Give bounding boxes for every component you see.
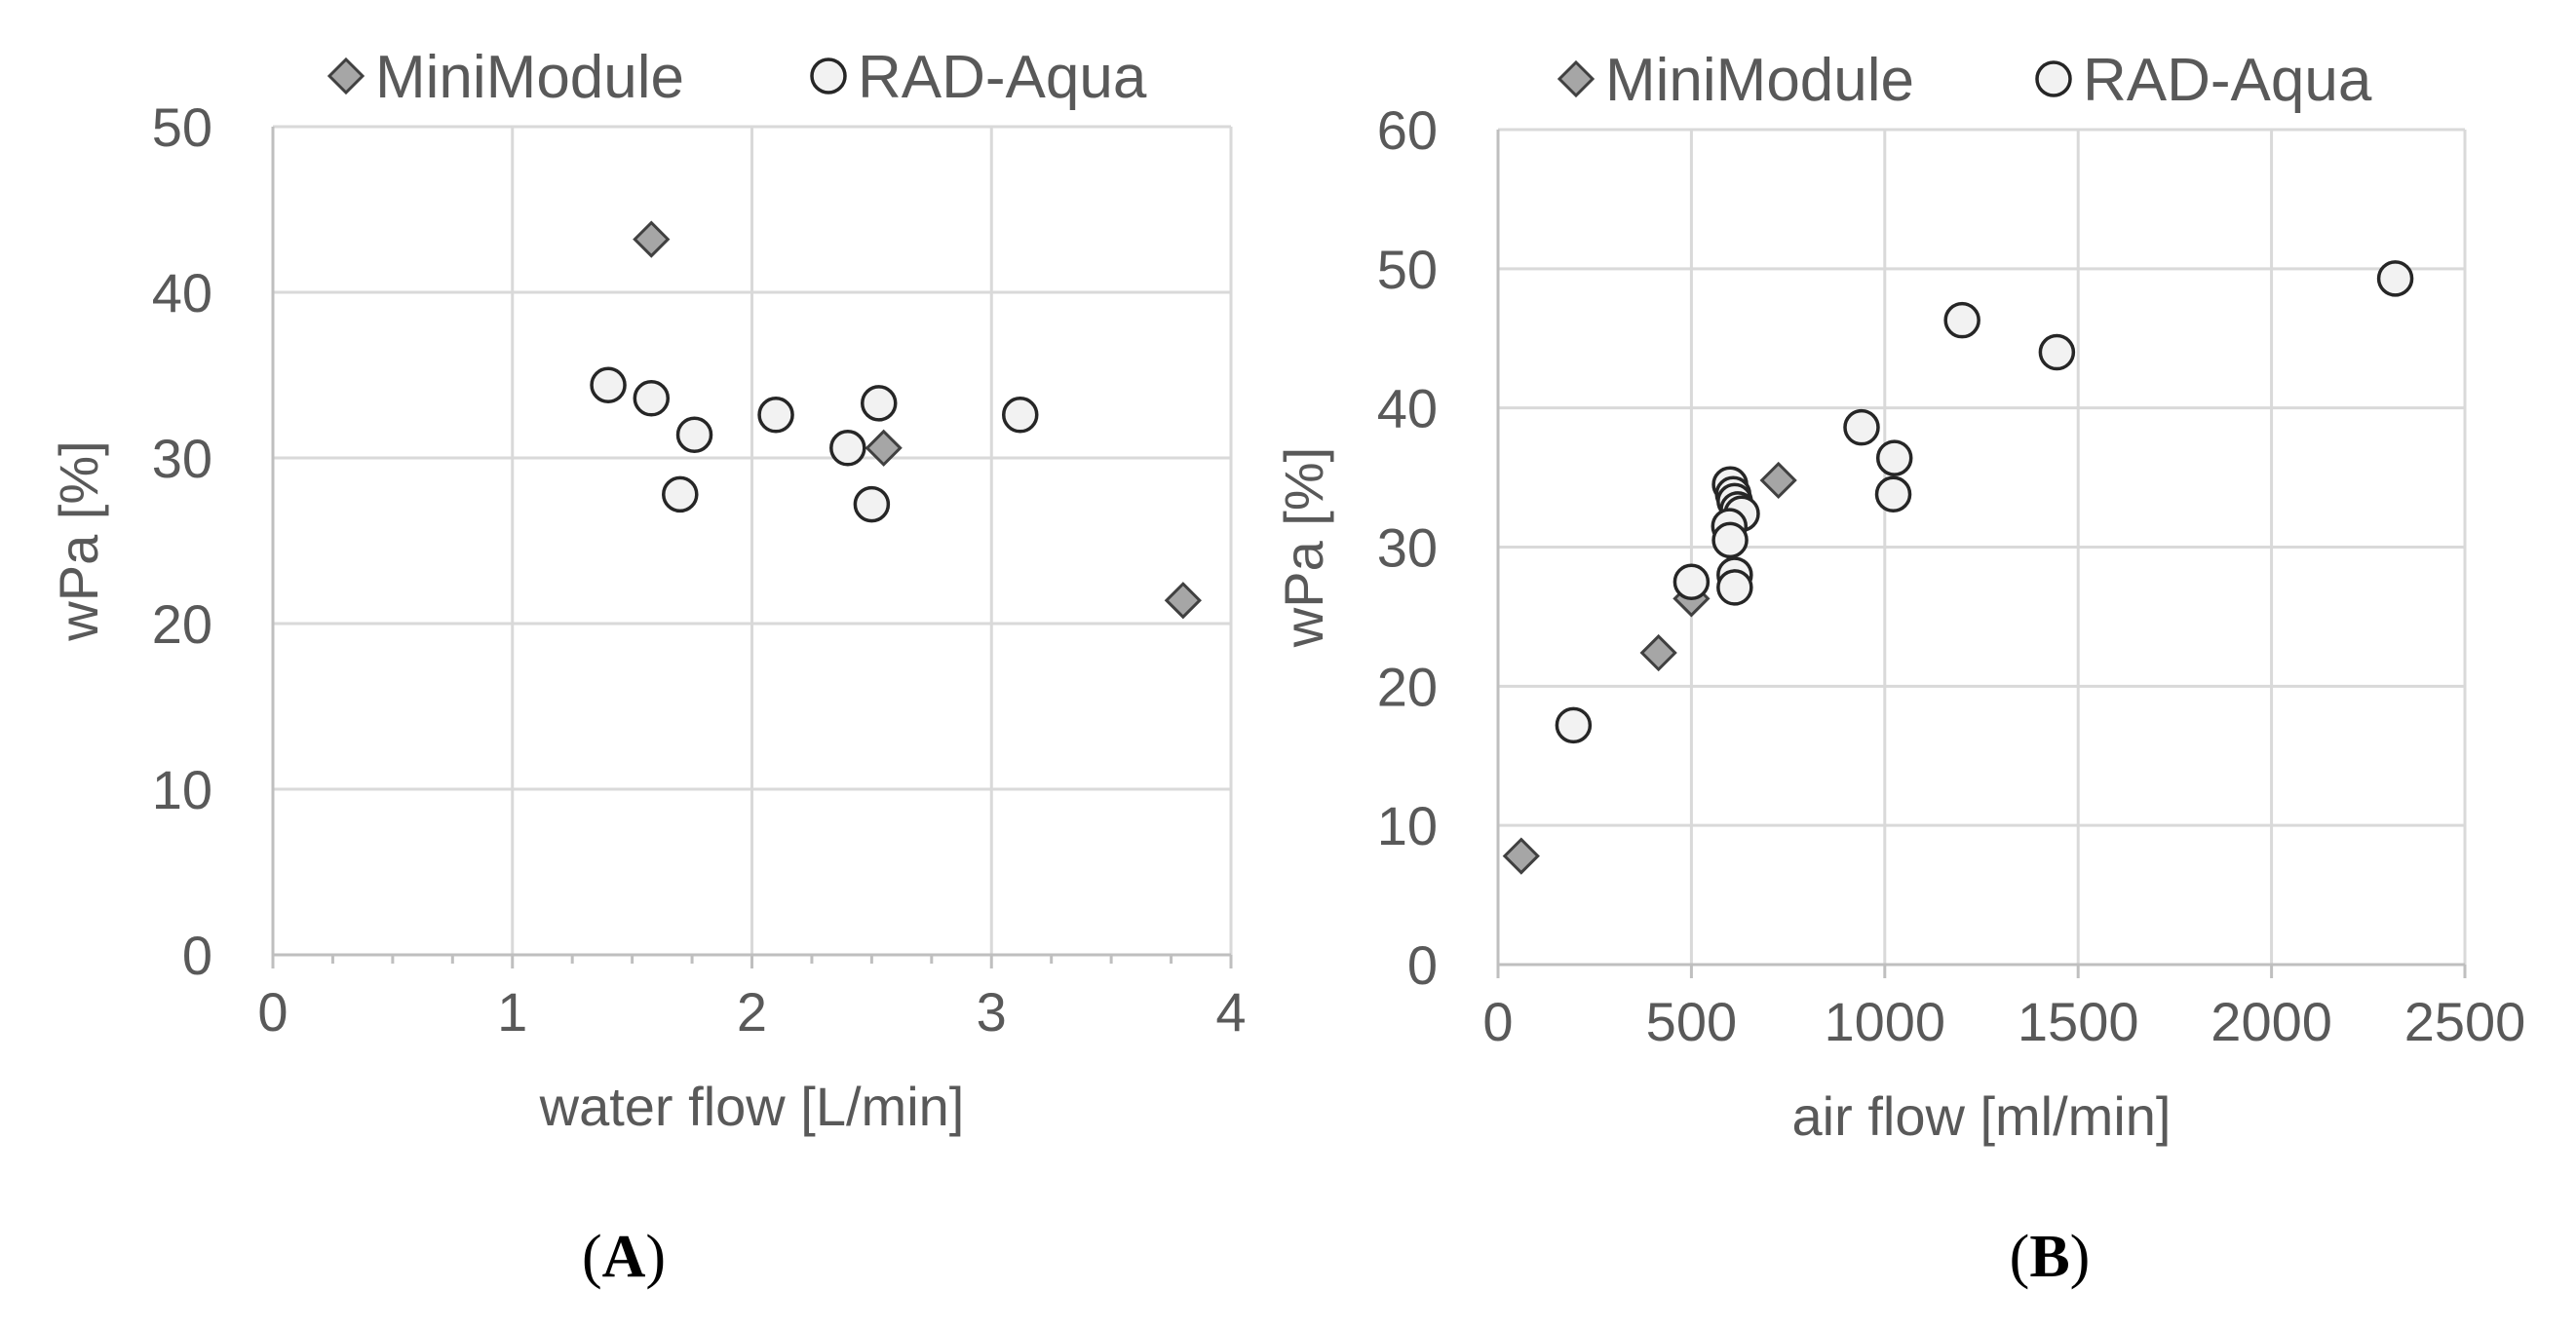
chart-panel-b: 0 500 1000 1500 2000 2500 0 10 20 30 40 50 60 air flo… — [1273, 47, 2525, 1290]
series-minimodule — [1502, 461, 1797, 875]
panel-label: (A) — [582, 1224, 666, 1290]
legend-label: MiniModule — [375, 44, 684, 111]
legend-label: RAD-Aqua — [2083, 47, 2372, 114]
y-tick-label: 0 — [1407, 934, 1438, 996]
panel-label: (B) — [2010, 1224, 2091, 1290]
y-tick-label: 40 — [1377, 378, 1438, 439]
x-tick-label: 1500 — [2018, 991, 2139, 1052]
y-axis-title: wPa [%] — [1273, 447, 1334, 648]
x-tick-label: 500 — [1646, 991, 1737, 1052]
data-point-circle — [1943, 301, 1980, 339]
legend-marker — [1557, 59, 1596, 98]
data-point-circle — [2038, 333, 2076, 371]
data-point-circle — [1555, 706, 1593, 744]
legend-label: RAD-Aqua — [858, 44, 1147, 111]
y-tick-label: 20 — [152, 593, 212, 655]
x-tick-label: 2000 — [2211, 991, 2332, 1052]
data-point-circle — [829, 430, 866, 467]
x-axis-title: air flow [ml/min] — [1792, 1085, 2172, 1147]
data-point-circle — [1874, 475, 1912, 512]
legend-label: MiniModule — [1605, 47, 1914, 114]
y-tick-label: 40 — [152, 262, 212, 323]
data-point-diamond — [1759, 461, 1797, 500]
data-point-circle — [860, 385, 898, 422]
legend-marker — [810, 57, 847, 95]
legend-marker — [327, 57, 365, 95]
data-point-circle — [1672, 563, 1711, 600]
data-point-circle — [853, 485, 891, 523]
data-point-diamond — [865, 429, 903, 467]
series-rad-aqua — [1555, 260, 2414, 744]
data-point-diamond — [633, 220, 671, 258]
data-point-circle — [1716, 569, 1753, 606]
x-tick-label: 1000 — [1825, 991, 1946, 1052]
y-tick-label: 20 — [1377, 656, 1438, 717]
x-tick-label: 0 — [1482, 991, 1513, 1052]
y-tick-label: 50 — [1377, 239, 1438, 300]
series-rad-aqua — [590, 366, 1039, 523]
data-point-circle — [1843, 408, 1880, 446]
x-tick-label: 1 — [497, 981, 527, 1043]
x-tick-label: 2500 — [2404, 991, 2526, 1052]
data-point-circle — [1001, 397, 1039, 434]
x-tick-label: 3 — [977, 981, 1007, 1043]
y-tick-label: 50 — [152, 96, 212, 158]
data-point-circle — [675, 416, 713, 453]
x-tick-label: 4 — [1215, 981, 1246, 1043]
data-point-circle — [633, 380, 671, 417]
data-point-circle — [1875, 439, 1913, 476]
y-tick-label: 30 — [1377, 517, 1438, 579]
data-point-circle — [757, 397, 794, 434]
data-point-diamond — [1164, 582, 1202, 620]
series-minimodule — [633, 220, 1202, 620]
legend: MiniModule RAD-Aqua — [327, 44, 1147, 111]
data-point-diamond — [1639, 633, 1677, 672]
data-point-circle — [1711, 521, 1749, 559]
y-tick-label: 30 — [152, 428, 212, 489]
legend: MiniModule RAD-Aqua — [1557, 47, 2372, 114]
y-tick-label: 10 — [1377, 795, 1438, 856]
x-tick-label: 0 — [257, 981, 288, 1043]
x-axis-title: water flow [L/min] — [539, 1076, 965, 1137]
data-point-circle — [590, 366, 627, 403]
y-tick-label: 10 — [152, 759, 212, 820]
data-point-diamond — [1502, 837, 1540, 875]
y-tick-label: 0 — [182, 925, 212, 986]
y-tick-label: 60 — [1377, 99, 1438, 161]
y-axis-title: wPa [%] — [48, 440, 109, 641]
legend-marker — [2035, 60, 2072, 97]
x-tick-label: 2 — [737, 981, 767, 1043]
data-point-circle — [662, 475, 699, 513]
data-point-circle — [2376, 260, 2414, 297]
